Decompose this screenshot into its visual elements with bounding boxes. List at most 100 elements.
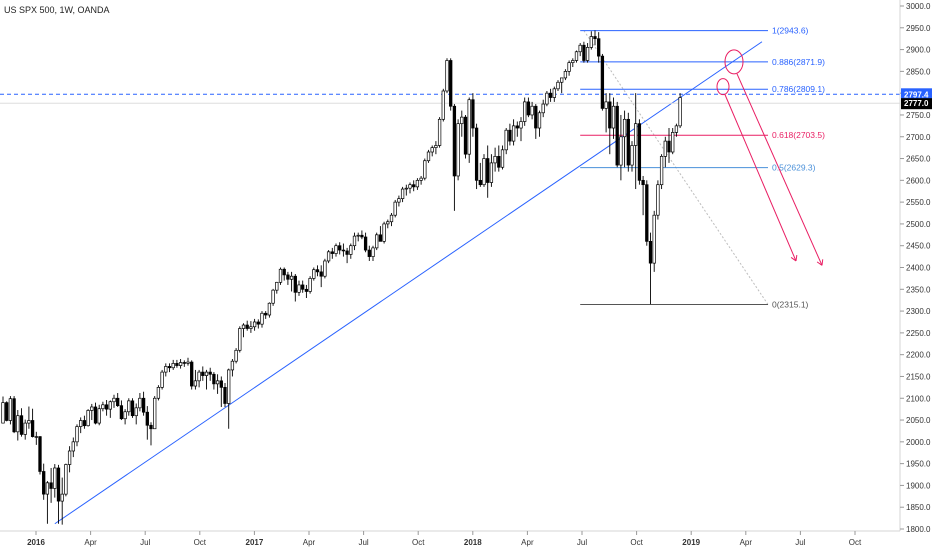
candle	[486, 145, 490, 198]
candle-body	[223, 387, 227, 404]
candle	[330, 247, 334, 259]
candle-body	[56, 467, 61, 502]
candle-body	[445, 60, 449, 92]
candle	[352, 232, 357, 251]
candle-body	[249, 326, 253, 329]
candle-body	[400, 188, 405, 199]
candle	[260, 311, 264, 328]
candle	[334, 243, 338, 257]
candle-body	[375, 234, 379, 249]
candle	[678, 93, 682, 129]
candle-body	[652, 214, 656, 264]
candle-body	[108, 401, 112, 410]
candle-body	[60, 493, 64, 502]
y-tick-label: 2050.0	[906, 416, 931, 425]
candle	[645, 180, 649, 246]
candle	[289, 271, 294, 292]
x-tick-label: Jul	[795, 538, 805, 547]
candle-body	[456, 123, 460, 177]
candle	[86, 409, 90, 427]
candle-body	[141, 397, 146, 413]
candle	[75, 424, 79, 447]
candle	[319, 265, 323, 288]
fib-level-label: 0.886(2871.9)	[772, 57, 825, 67]
candle	[190, 360, 194, 390]
candle-body	[112, 397, 116, 403]
y-tick-label: 2500.0	[906, 220, 931, 229]
candle-body	[430, 147, 434, 153]
candle	[548, 88, 553, 102]
price-badge-bg	[901, 98, 932, 110]
candle	[608, 93, 612, 155]
candle-body	[116, 397, 120, 407]
candle-body	[193, 380, 198, 387]
candle	[8, 396, 13, 425]
candle	[445, 58, 449, 94]
candle	[415, 178, 420, 190]
candle-body	[378, 234, 383, 242]
candle	[489, 154, 494, 187]
fib-level-label: 0.618(2703.5)	[772, 130, 825, 140]
x-tick-label: 2019	[682, 538, 700, 547]
candle-body	[552, 88, 556, 98]
candle	[493, 147, 497, 172]
candle	[408, 182, 412, 194]
candle	[245, 320, 249, 331]
candle	[434, 141, 438, 155]
candle-body	[486, 158, 490, 183]
x-tick-label: Apr	[84, 538, 97, 547]
candle-body	[526, 101, 531, 116]
projection-arrow-upper	[736, 73, 824, 266]
projection-arrow-head	[795, 254, 798, 262]
candle	[282, 267, 286, 281]
candle-body	[278, 268, 283, 283]
candle-body	[97, 408, 101, 424]
candle	[545, 90, 549, 107]
x-tick-label: Oct	[630, 538, 643, 547]
candle	[404, 184, 408, 196]
candle	[656, 180, 660, 220]
candle	[5, 401, 9, 422]
candle-body	[352, 235, 357, 247]
candle	[452, 104, 457, 211]
candle	[534, 104, 538, 139]
candle	[227, 368, 231, 429]
candle	[286, 271, 290, 285]
candle-body	[556, 81, 560, 90]
candle-body	[622, 118, 627, 138]
candle-body	[497, 156, 501, 168]
candle-body	[293, 275, 297, 293]
candle-body	[138, 397, 142, 409]
candle	[537, 110, 542, 137]
candle	[323, 258, 327, 279]
candle-body	[634, 123, 638, 146]
candle	[356, 232, 360, 242]
candle-body	[227, 369, 231, 404]
candle	[49, 467, 53, 503]
y-tick-label: 2300.0	[906, 307, 931, 316]
candle-body	[238, 328, 242, 351]
candle	[456, 119, 460, 181]
candle-body	[678, 97, 682, 127]
candle	[349, 243, 353, 259]
candle-body	[589, 36, 593, 48]
candle	[112, 394, 116, 408]
candle	[71, 437, 75, 458]
candle-body	[593, 36, 597, 40]
candle-body	[534, 105, 538, 129]
candle-body	[656, 184, 660, 216]
candle	[104, 399, 109, 416]
candle-body	[578, 44, 582, 53]
candle	[56, 464, 61, 524]
fib-level-label: 1(2943.6)	[772, 26, 809, 36]
price-badge-text: 2797.4	[904, 90, 929, 99]
candle-body	[608, 101, 612, 129]
candle-body	[500, 149, 505, 168]
candle	[386, 219, 390, 229]
candle	[127, 398, 131, 416]
projection-arrow-head	[790, 257, 797, 262]
price-badge-current: 2777.0	[901, 98, 932, 110]
candle-body	[304, 288, 309, 292]
candle	[116, 393, 120, 407]
